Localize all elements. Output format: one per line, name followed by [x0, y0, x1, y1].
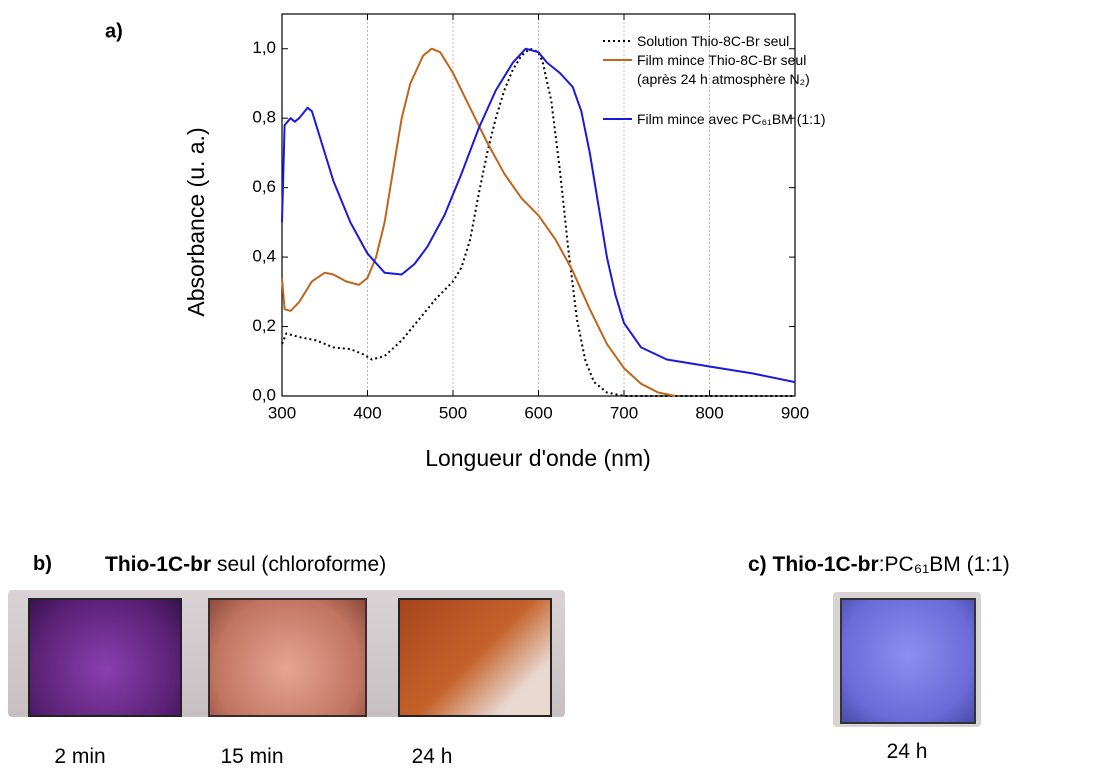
panel-title-bold: Thio-1C-br [105, 553, 212, 576]
y-tick-label: 0,6 [252, 177, 276, 196]
photo [8, 590, 565, 717]
x-tick-label: 600 [524, 403, 552, 422]
x-tick-label: 400 [353, 403, 381, 422]
caption: 15 min [220, 745, 284, 768]
x-tick-label: 800 [695, 403, 723, 422]
panel-label: a) [105, 20, 123, 42]
sample-blue [840, 598, 976, 724]
caption: 24 h [411, 745, 453, 768]
y-tick-label: 1,0 [252, 38, 276, 57]
legend-entry: Film mince avec PC₆₁BM (1:1) [637, 111, 826, 127]
chart: a) Longueur d'onde (nm) Absorbance (u. a… [105, 13, 809, 471]
sample-pink [208, 598, 367, 717]
caption: 24 h [886, 740, 928, 763]
y-tick-label: 0,8 [252, 108, 276, 127]
x-axis-title: Longueur d'onde (nm) [425, 445, 651, 471]
panel-title: Thio-1C-br seul (chloroforme) [105, 553, 386, 577]
y-tick-label: 0,0 [252, 385, 276, 404]
legend-entry: Solution Thio-8C-Br seul [637, 33, 790, 49]
x-tick-label: 500 [439, 403, 467, 422]
panel-label: b) [33, 553, 52, 575]
x-tick-label: 900 [781, 403, 809, 422]
sample-purple [28, 598, 182, 717]
caption: 2 min [54, 745, 106, 768]
panel-label: c) [748, 553, 767, 576]
panel-title-rest: seul (chloroforme) [217, 553, 387, 576]
y-axis-title: Absorbance (u. a.) [183, 127, 209, 316]
y-tick-label: 0,2 [252, 316, 276, 335]
panel-title-rest: :PC₆₁BM (1:1) [878, 553, 1010, 576]
sample-brown [398, 598, 552, 717]
y-tick-label: 0,4 [252, 247, 276, 266]
data-line [281, 47, 796, 384]
x-tick-label: 700 [610, 403, 638, 422]
x-tick-label: 300 [268, 403, 296, 422]
panel-title: c) Thio-1C-br:PC₆₁BM (1:1) [748, 553, 1010, 577]
data-line [281, 47, 676, 397]
data-line [281, 47, 795, 397]
panel-title-bold: Thio-1C-br [772, 553, 879, 576]
photo [833, 592, 981, 727]
legend-entry: Film mince Thio-8C-Br seul (après 24 h a… [637, 52, 810, 87]
